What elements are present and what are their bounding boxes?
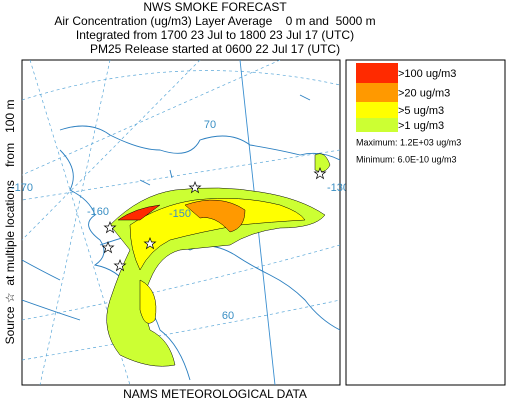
smoke-area <box>184 199 246 233</box>
legend-label: >100 ug/m3 <box>398 68 456 80</box>
subtitle: Integrated from 1700 23 Jul to 1800 23 J… <box>76 28 354 42</box>
smoke-area <box>129 198 306 271</box>
subtitle: Air Concentration (ug/m3) Layer Average … <box>54 14 375 28</box>
legend-label: >1 ug/m3 <box>398 120 444 132</box>
graticule <box>22 244 340 321</box>
map: 70 -170 -160 -150 60 -130 <box>11 59 349 386</box>
legend-swatch <box>356 102 398 118</box>
source-star <box>188 181 202 194</box>
source-star <box>101 241 115 254</box>
legend-label: >5 ug/m3 <box>398 105 444 117</box>
sources <box>101 167 327 272</box>
graticule <box>39 60 111 385</box>
smoke-area <box>139 279 157 324</box>
side-label: Source ☆ at multiple locations from 100 … <box>3 100 17 345</box>
source-star <box>103 221 117 234</box>
maximum: Maximum: 1.2E+03 ug/m3 <box>356 137 461 147</box>
legend-swatch <box>356 63 398 83</box>
subtitle: PM25 Release started at 0600 22 Jul 17 (… <box>90 42 340 56</box>
map-label: -170 <box>11 182 33 194</box>
source-star <box>113 259 127 272</box>
minimum: Minimum: 6.0E-10 ug/m3 <box>356 154 457 164</box>
smoke-area <box>117 204 161 221</box>
coastline <box>22 125 340 381</box>
legend-swatch <box>356 118 398 132</box>
map-label: -160 <box>87 206 109 218</box>
map-label: 70 <box>204 119 216 131</box>
source-star <box>313 167 327 180</box>
graticule <box>22 60 201 241</box>
title: NWS SMOKE FORECAST <box>143 0 287 14</box>
legend-label: >20 ug/m3 <box>398 87 450 99</box>
map-label: 60 <box>222 310 234 322</box>
coastline <box>139 94 311 186</box>
legend-swatch <box>356 83 398 102</box>
footer: NAMS METEOROLOGICAL DATA <box>123 387 307 401</box>
graticule <box>22 70 340 101</box>
map-label: -130 <box>327 182 349 194</box>
source-star <box>143 237 157 250</box>
map-label: -150 <box>169 208 191 220</box>
legend: Maximum: 1.2E+03 ug/m3 Minimum: 6.0E-10 … <box>345 59 506 386</box>
